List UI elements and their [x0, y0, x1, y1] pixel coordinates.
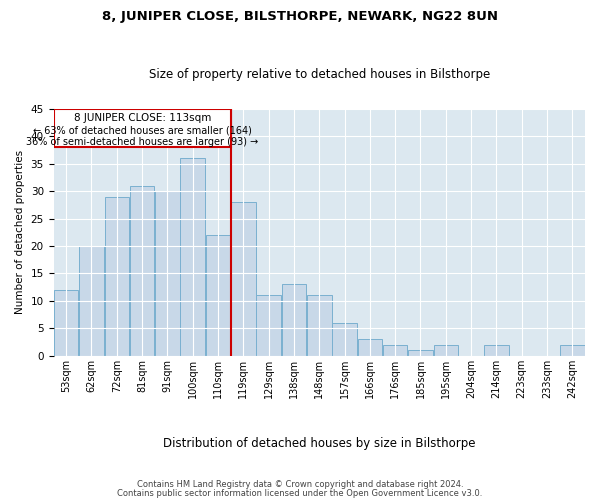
Bar [79, 246, 104, 356]
Bar [560, 345, 584, 356]
Text: 8, JUNIPER CLOSE, BILSTHORPE, NEWARK, NG22 8UN: 8, JUNIPER CLOSE, BILSTHORPE, NEWARK, NG… [102, 10, 498, 23]
Bar [332, 323, 357, 356]
Bar [206, 235, 230, 356]
X-axis label: Distribution of detached houses by size in Bilsthorpe: Distribution of detached houses by size … [163, 437, 476, 450]
Text: 36% of semi-detached houses are larger (93) →: 36% of semi-detached houses are larger (… [26, 138, 259, 147]
Bar [307, 296, 332, 356]
Y-axis label: Number of detached properties: Number of detached properties [15, 150, 25, 314]
Bar [155, 191, 179, 356]
Text: 8 JUNIPER CLOSE: 113sqm: 8 JUNIPER CLOSE: 113sqm [74, 113, 211, 123]
Title: Size of property relative to detached houses in Bilsthorpe: Size of property relative to detached ho… [149, 68, 490, 81]
Bar [231, 202, 256, 356]
Bar [130, 186, 154, 356]
Text: ← 63% of detached houses are smaller (164): ← 63% of detached houses are smaller (16… [33, 126, 252, 136]
Text: Contains public sector information licensed under the Open Government Licence v3: Contains public sector information licen… [118, 489, 482, 498]
Bar [434, 345, 458, 356]
Bar [256, 296, 281, 356]
Bar [358, 340, 382, 356]
Bar [408, 350, 433, 356]
Bar [484, 345, 509, 356]
FancyBboxPatch shape [54, 108, 230, 147]
Text: Contains HM Land Registry data © Crown copyright and database right 2024.: Contains HM Land Registry data © Crown c… [137, 480, 463, 489]
Bar [104, 196, 129, 356]
Bar [54, 290, 79, 356]
Bar [383, 345, 407, 356]
Bar [181, 158, 205, 356]
Bar [281, 284, 306, 356]
